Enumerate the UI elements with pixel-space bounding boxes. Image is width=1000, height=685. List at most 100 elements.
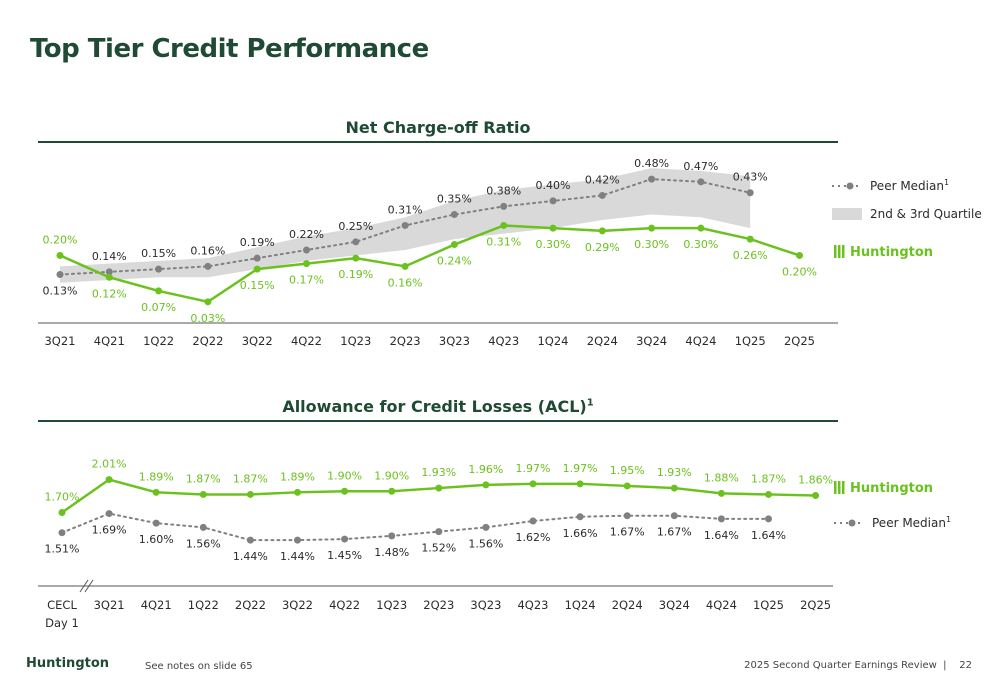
acl-huntington-label: 1.90% — [327, 469, 362, 482]
footer-review: 2025 Second Quarter Earnings Review | 22 — [744, 660, 972, 671]
nco-x-tick: 3Q22 — [242, 334, 273, 348]
acl-peer-point — [388, 532, 396, 540]
acl-legend-huntington-text: Huntington — [850, 481, 933, 496]
nco-peer-point — [401, 221, 409, 229]
acl-peer-label: 1.52% — [421, 542, 456, 555]
nco-huntington-label: 0.07% — [141, 301, 176, 314]
nco-peer-point — [253, 254, 261, 262]
acl-title-rule — [38, 420, 838, 422]
acl-peer-label: 1.64% — [751, 529, 786, 542]
nco-huntington-label: 0.12% — [92, 287, 127, 300]
acl-x-tick: 1Q24 — [565, 598, 596, 612]
nco-peer-label: 0.48% — [634, 157, 669, 170]
acl-peer-point — [623, 512, 631, 520]
nco-peer-label: 0.15% — [141, 247, 176, 260]
acl-legend-huntington-bar — [838, 481, 841, 494]
nco-peer-point — [549, 197, 557, 205]
nco-huntington-label: 0.24% — [437, 255, 472, 268]
acl-huntington-label: 1.96% — [468, 463, 503, 476]
nco-legend-peer-sup: 1 — [944, 178, 949, 187]
nco-x-tick: 4Q22 — [291, 334, 322, 348]
acl-peer-label: 1.48% — [374, 546, 409, 559]
acl-peer-point — [246, 536, 254, 544]
nco-peer-label: 0.38% — [486, 184, 521, 197]
nco-huntington-point — [746, 235, 754, 243]
nco-x-tick: 3Q21 — [44, 334, 75, 348]
acl-huntington-point — [105, 476, 113, 484]
acl-x-tick: CECL — [47, 598, 77, 612]
acl-peer-label: 1.44% — [280, 550, 315, 563]
acl-legend-peer-label: Peer Median1 — [872, 515, 951, 530]
nco-legend-huntington-bar — [838, 245, 841, 258]
acl-x-tick: 3Q24 — [659, 598, 690, 612]
acl-huntington-label: 1.97% — [516, 462, 551, 475]
nco-peer-label: 0.19% — [240, 236, 275, 249]
nco-x-tick: 3Q23 — [439, 334, 470, 348]
nco-huntington-point — [598, 227, 606, 235]
acl-peer-label: 1.44% — [233, 550, 268, 563]
acl-huntington-point — [717, 489, 725, 497]
nco-huntington-point — [303, 260, 310, 268]
acl-huntington-point — [812, 492, 820, 499]
nco-huntington-point — [253, 265, 261, 273]
acl-chart-title: Allowance for Credit Losses (ACL)1 — [38, 397, 838, 416]
acl-peer-point — [670, 512, 678, 520]
acl-peer-point — [717, 515, 725, 523]
nco-peer-label: 0.47% — [683, 160, 718, 173]
nco-x-tick: 4Q24 — [685, 334, 716, 348]
acl-peer-line — [61, 512, 770, 542]
acl-x-tick: 4Q23 — [517, 598, 548, 612]
nco-huntington-label: 0.26% — [733, 249, 768, 262]
nco-huntington-label: 0.20% — [43, 233, 78, 246]
acl-legend-huntington-bar — [834, 481, 837, 494]
nco-peer-point — [500, 202, 508, 210]
acl-x-tick: 2Q24 — [612, 598, 643, 612]
acl-peer-label: 1.56% — [186, 537, 221, 550]
acl-huntington-label: 1.93% — [657, 466, 692, 479]
acl-huntington-label: 1.90% — [374, 469, 409, 482]
acl-x-tick: 1Q22 — [188, 598, 219, 612]
acl-peer-point — [294, 536, 301, 544]
nco-peer-point — [105, 268, 113, 276]
acl-peer-point — [105, 510, 113, 518]
acl-peer-label: 1.67% — [610, 526, 645, 539]
acl-huntington-point — [246, 490, 254, 498]
nco-peer-label: 0.43% — [733, 171, 768, 184]
acl-huntington-label: 1.70% — [45, 491, 80, 504]
footer-logo: Huntington — [26, 656, 109, 671]
acl-peer-point — [199, 523, 207, 531]
nco-x-tick: 1Q22 — [143, 334, 174, 348]
acl-huntington-label: 1.97% — [563, 462, 598, 475]
acl-peer-label: 1.60% — [139, 533, 174, 546]
footer-brand: Huntington — [26, 656, 110, 671]
nco-legend-huntington-bar — [834, 245, 837, 258]
acl-axis-break-1 — [79, 579, 89, 593]
acl-huntington-point — [152, 488, 160, 496]
nco-huntington-point — [697, 224, 705, 232]
nco-peer-label: 0.31% — [388, 203, 423, 216]
nco-huntington-label: 0.31% — [486, 235, 521, 248]
nco-x-tick: 2Q25 — [784, 334, 815, 348]
acl-legend-huntington-bar — [842, 481, 845, 494]
acl-huntington-point — [388, 487, 396, 495]
acl-huntington-label: 1.88% — [704, 471, 739, 484]
nco-x-tick: 2Q22 — [192, 334, 223, 348]
nco-x-tick: 2Q24 — [587, 334, 618, 348]
acl-peer-point — [152, 519, 160, 527]
acl-huntington-point — [199, 490, 207, 498]
nco-huntington-point — [450, 241, 458, 249]
acl-title-text: Allowance for Credit Losses (ACL) — [282, 397, 587, 416]
nco-legend-huntington: Huntington — [834, 245, 933, 260]
nco-peer-label: 0.25% — [338, 220, 373, 233]
acl-x-tick: 4Q24 — [706, 598, 737, 612]
nco-peer-label: 0.16% — [190, 244, 225, 257]
footer-note: See notes on slide 65 — [145, 661, 253, 672]
nco-huntington-label: 0.29% — [585, 241, 620, 254]
nco-peer-label: 0.22% — [289, 228, 324, 241]
nco-huntington-label: 0.30% — [536, 238, 571, 251]
acl-legend-huntington: Huntington — [834, 481, 933, 496]
acl-huntington-label: 2.01% — [92, 458, 127, 471]
nco-huntington-label: 0.20% — [782, 265, 817, 278]
footer-review-text: 2025 Second Quarter Earnings Review — [744, 660, 937, 671]
